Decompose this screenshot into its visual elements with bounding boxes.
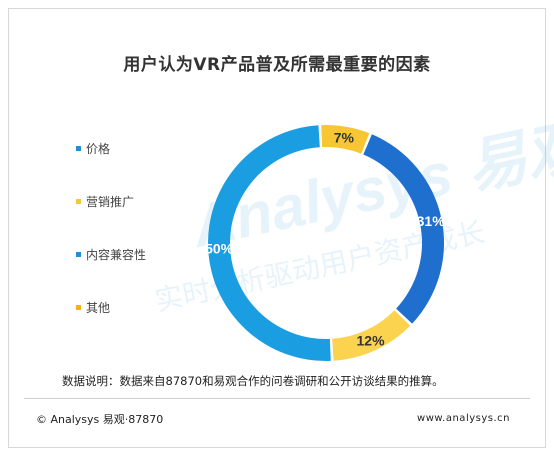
donut-slice-7 [321,125,370,154]
slice-label: 12% [357,332,386,348]
slice-label: 7% [334,129,355,145]
legend-marker [76,252,81,257]
chart-title: 用户认为VR产品普及所需最重要的因素 [123,55,431,75]
legend-label: 价格 [86,142,111,156]
footer-copyright: © Analysys 易观·87870 [36,413,164,426]
data-note: 数据说明：数据来自87870和易观合作的问卷调研和公开访谈结果的推算。 [62,374,444,388]
legend-marker [76,199,81,204]
legend-marker [76,305,81,310]
donut-slice-12 [332,310,411,361]
donut-slice-50 [207,125,331,361]
footer-website: www.analysys.cn [417,413,510,424]
slice-label: 31% [417,213,446,229]
legend-label: 营销推广 [86,195,135,209]
slice-label: 50% [205,241,234,257]
footer-divider [24,398,530,399]
donut-slice-31 [363,134,445,324]
legend-label: 其他 [86,301,111,315]
chart-frame [8,8,546,448]
legend-marker [76,146,81,151]
legend-label: 内容兼容性 [86,248,147,262]
